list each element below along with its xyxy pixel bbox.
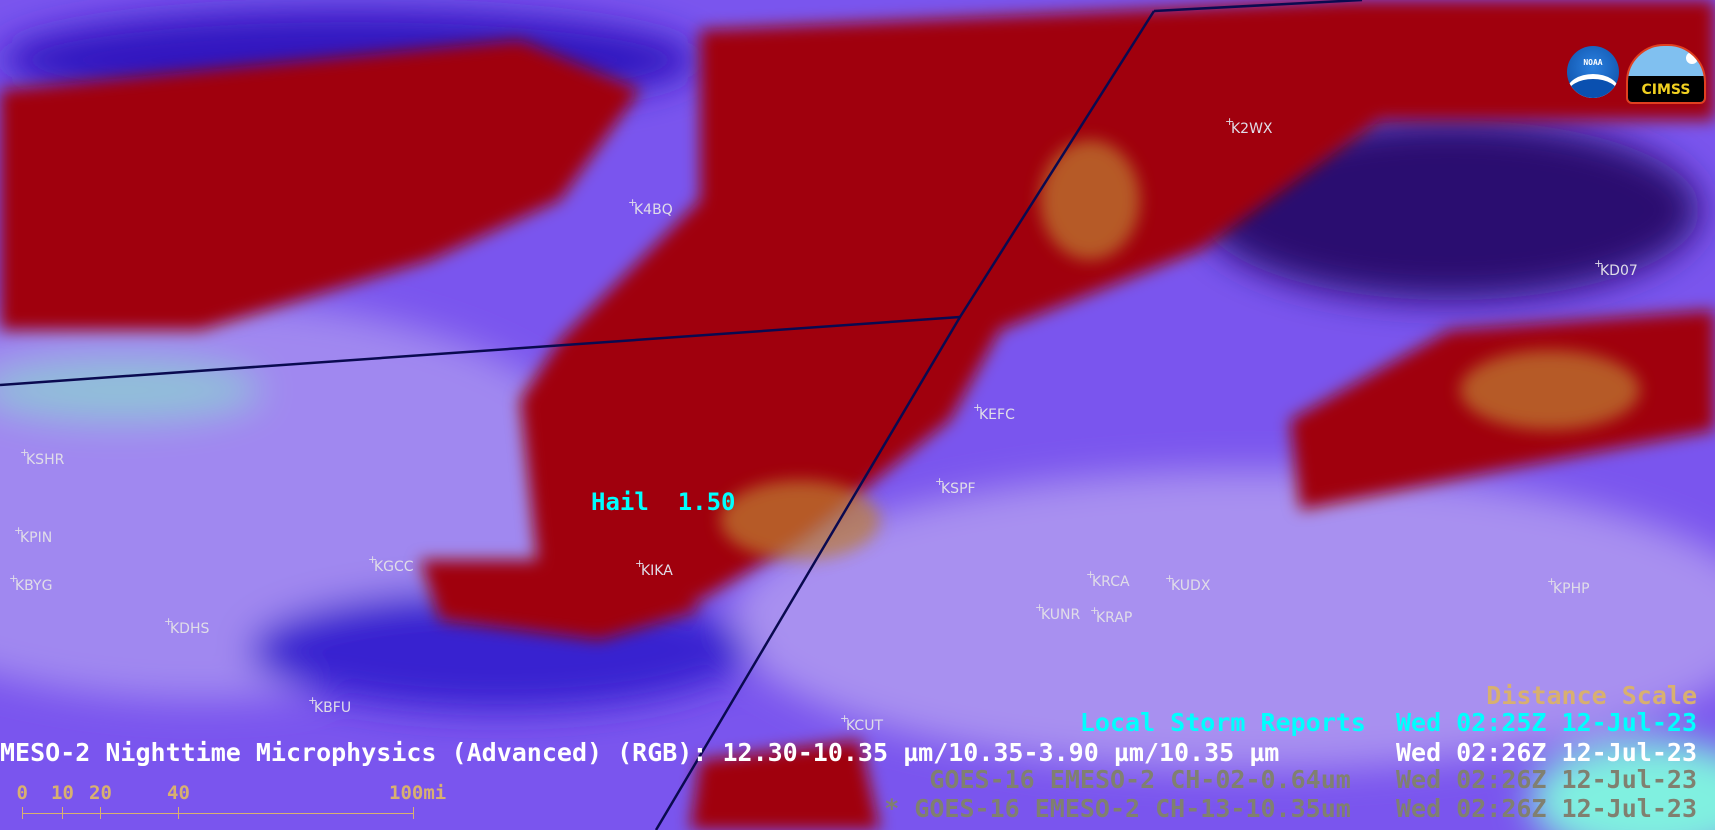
lsr-legend: Local Storm Reports Wed 02:25Z 12-Jul-23 — [1080, 710, 1697, 735]
station-kudx[interactable]: + KUDX — [1165, 572, 1211, 594]
station-label: KRAP — [1096, 610, 1133, 626]
station-marker-icon: + — [1090, 604, 1100, 617]
station-label: KUNR — [1041, 607, 1081, 623]
station-marker-icon: + — [635, 557, 645, 570]
noaa-logo-text: NOAA — [1583, 58, 1603, 67]
cimss-logo-text: CIMSS — [1641, 82, 1691, 98]
station-marker-icon: + — [1547, 575, 1557, 588]
station-marker-icon: + — [9, 572, 19, 585]
product-time: Wed 02:26Z 12-Jul-23 — [1395, 738, 1697, 767]
station-marker-icon: + — [20, 446, 30, 459]
station-krca[interactable]: + KRCA — [1086, 568, 1130, 590]
state-borders — [0, 0, 1363, 830]
station-label: KEFC — [979, 407, 1015, 423]
layer2-legend: * GOES-16 EMESO-2 CH-13-10.35um Wed 02:2… — [884, 796, 1697, 821]
lsr-label: Local Storm Reports — [1079, 708, 1366, 737]
station-label: KPHP — [1553, 581, 1590, 597]
station-k4bq[interactable]: + K4BQ — [628, 196, 673, 218]
station-label: KGCC — [374, 559, 414, 575]
station-label: KDHS — [170, 621, 210, 637]
station-marker-icon: + — [973, 401, 983, 414]
layer1-label: GOES-16 EMESO-2 CH-02-0.64um — [929, 765, 1351, 794]
distance-scale-title: Distance Scale — [1486, 681, 1697, 710]
station-marker-icon: + — [164, 615, 174, 628]
station-kshr[interactable]: + KSHR — [20, 446, 65, 468]
station-kika[interactable]: + KIKA — [635, 557, 673, 579]
station-marker-icon: + — [308, 694, 318, 707]
station-marker-icon: + — [840, 712, 850, 725]
station-label: KUDX — [1171, 578, 1211, 594]
station-marker-icon: + — [14, 524, 24, 537]
station-kefc[interactable]: + KEFC — [973, 401, 1015, 423]
layer2-marker: * — [884, 794, 900, 823]
station-marker-icon: + — [1225, 115, 1235, 128]
scale-label: 40 — [167, 782, 190, 804]
station-label: K2WX — [1231, 121, 1273, 137]
station-label: KD07 — [1600, 263, 1638, 279]
station-marker-icon: + — [1165, 572, 1175, 585]
layer2-time: Wed 02:26Z 12-Jul-23 — [1395, 794, 1697, 823]
scale-label: 20 — [89, 782, 112, 804]
station-marker-icon: + — [368, 553, 378, 566]
station-label: KPIN — [20, 530, 53, 546]
scale-label: 100mi — [389, 782, 447, 804]
station-krap[interactable]: + KRAP — [1090, 604, 1133, 626]
lsr-time: Wed 02:25Z 12-Jul-23 — [1395, 708, 1697, 737]
station-kunr[interactable]: + KUNR — [1035, 601, 1081, 623]
station-marker-icon: + — [628, 196, 638, 209]
station-marker-icon: + — [1035, 601, 1045, 614]
hail-type: Hail — [591, 488, 649, 516]
product-title: MESO-2 Nighttime Microphysics (Advanced)… — [0, 738, 1280, 767]
station-kphp[interactable]: + KPHP — [1547, 575, 1590, 597]
station-kbfu[interactable]: + KBFU — [308, 694, 352, 716]
scale-tick — [413, 807, 414, 819]
scale-tick — [100, 807, 101, 819]
scale-label: 10 — [51, 782, 74, 804]
station-kpin[interactable]: + KPIN — [14, 524, 53, 546]
layer1-legend: GOES-16 EMESO-2 CH-02-0.64um Wed 02:26Z … — [929, 767, 1697, 792]
station-marker-icon: + — [1594, 257, 1604, 270]
station-label: KSHR — [26, 452, 65, 468]
noaa-logo: NOAA — [1567, 46, 1619, 98]
station-label: KIKA — [641, 563, 673, 579]
station-marker-icon: + — [1086, 568, 1096, 581]
station-kbyg[interactable]: + KBYG — [9, 572, 53, 594]
scale-tick — [62, 807, 63, 819]
station-label: KBYG — [15, 578, 53, 594]
scale-label: 0 — [16, 782, 28, 804]
hail-report[interactable]: Hail 1.50 — [591, 488, 736, 516]
station-label: KRCA — [1092, 574, 1130, 590]
station-kgcc[interactable]: + KGCC — [368, 553, 414, 575]
station-marker-icon: + — [935, 475, 945, 488]
scale-bar-line — [22, 813, 413, 814]
layer2-label: GOES-16 EMESO-2 CH-13-10.35um — [914, 794, 1351, 823]
station-kspf[interactable]: + KSPF — [935, 475, 976, 497]
station-label: K4BQ — [634, 202, 673, 218]
station-label: KSPF — [941, 481, 976, 497]
hail-size: 1.50 — [677, 488, 736, 516]
station-label: KBFU — [314, 700, 352, 716]
layer1-time: Wed 02:26Z 12-Jul-23 — [1395, 765, 1697, 794]
station-label: KCUT — [846, 718, 883, 734]
station-k2wx[interactable]: + K2WX — [1225, 115, 1273, 137]
station-kdhs[interactable]: + KDHS — [164, 615, 210, 637]
station-kcut[interactable]: + KCUT — [840, 712, 883, 734]
cimss-logo: CIMSS — [1626, 44, 1706, 104]
product-legend: MESO-2 Nighttime Microphysics (Advanced)… — [0, 740, 1697, 765]
station-kd07[interactable]: + KD07 — [1594, 257, 1638, 279]
scale-tick — [178, 807, 179, 819]
scale-tick — [22, 807, 23, 819]
